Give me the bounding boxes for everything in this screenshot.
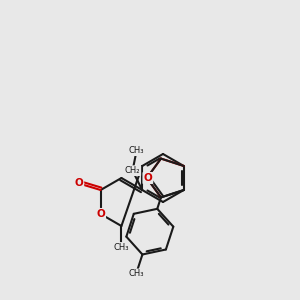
Text: O: O bbox=[74, 178, 83, 188]
Text: O: O bbox=[144, 173, 152, 183]
Text: CH₃: CH₃ bbox=[114, 243, 129, 252]
Text: CH₃: CH₃ bbox=[128, 269, 144, 278]
Text: O: O bbox=[143, 173, 152, 183]
Text: CH₂: CH₂ bbox=[125, 166, 140, 175]
Text: O: O bbox=[96, 209, 105, 219]
Text: CH₃: CH₃ bbox=[129, 146, 144, 155]
